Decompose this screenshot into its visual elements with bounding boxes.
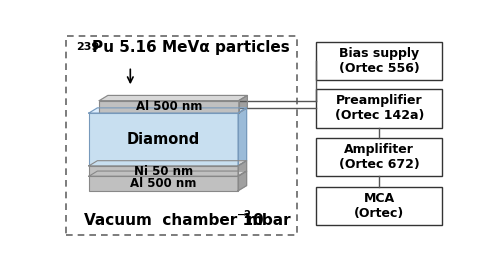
FancyBboxPatch shape bbox=[316, 138, 442, 176]
Polygon shape bbox=[238, 171, 246, 191]
Text: Al 500 nm: Al 500 nm bbox=[136, 100, 202, 113]
FancyBboxPatch shape bbox=[316, 42, 442, 80]
FancyBboxPatch shape bbox=[100, 101, 239, 113]
Text: Pu 5.16 MeVα particles: Pu 5.16 MeVα particles bbox=[92, 40, 290, 55]
Polygon shape bbox=[89, 171, 246, 176]
Text: MCA
(Ortec): MCA (Ortec) bbox=[354, 192, 405, 220]
Polygon shape bbox=[238, 108, 246, 166]
FancyBboxPatch shape bbox=[316, 187, 442, 225]
FancyBboxPatch shape bbox=[89, 176, 238, 191]
Text: Vacuum  chamber 10: Vacuum chamber 10 bbox=[84, 213, 264, 228]
FancyBboxPatch shape bbox=[89, 113, 238, 166]
Text: Bias supply
(Ortec 556): Bias supply (Ortec 556) bbox=[339, 47, 419, 75]
Polygon shape bbox=[238, 161, 246, 176]
FancyBboxPatch shape bbox=[316, 89, 442, 128]
Polygon shape bbox=[239, 95, 248, 113]
Text: Ni 50 nm: Ni 50 nm bbox=[134, 165, 193, 178]
Text: mbar: mbar bbox=[246, 213, 291, 228]
Text: Amplifiter
(Ortec 672): Amplifiter (Ortec 672) bbox=[339, 143, 419, 171]
Text: Preamplifier
(Ortec 142a): Preamplifier (Ortec 142a) bbox=[334, 94, 424, 122]
Polygon shape bbox=[89, 108, 246, 113]
Text: Diamond: Diamond bbox=[127, 132, 200, 147]
Text: 239: 239 bbox=[76, 42, 100, 52]
Polygon shape bbox=[100, 95, 248, 101]
Polygon shape bbox=[89, 161, 246, 166]
Text: Al 500 nm: Al 500 nm bbox=[130, 177, 196, 190]
FancyBboxPatch shape bbox=[89, 166, 238, 176]
Text: −2: −2 bbox=[237, 210, 252, 220]
